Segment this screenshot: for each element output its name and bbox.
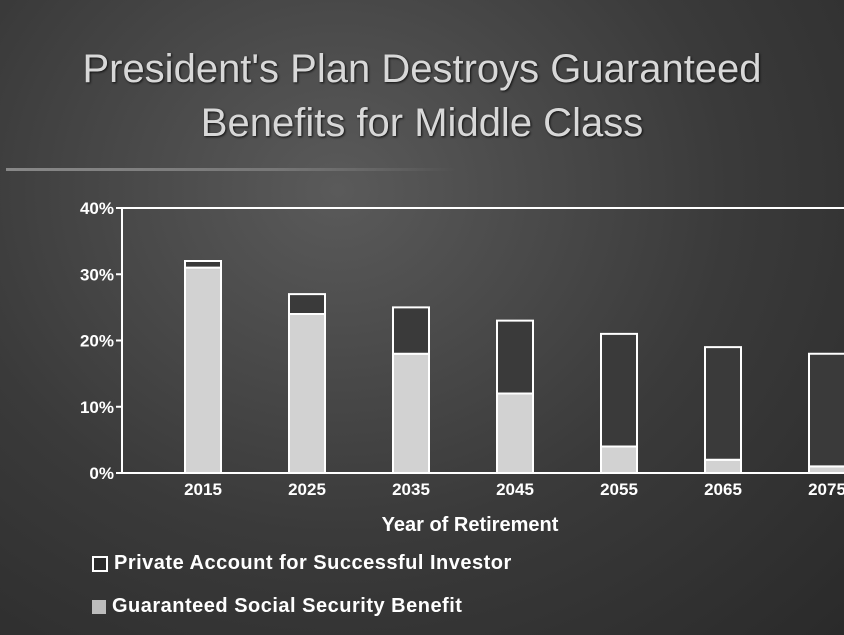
bar-private-account-2045 bbox=[496, 319, 534, 395]
bar-guaranteed-benefit-2045 bbox=[496, 392, 534, 474]
bar-private-account-2015 bbox=[184, 260, 222, 269]
bar-guaranteed-benefit-2015 bbox=[184, 266, 222, 474]
legend-item-private-account: Private Account for Successful Investor bbox=[92, 552, 512, 575]
bar-private-account-2075 bbox=[808, 352, 844, 468]
bar-guaranteed-benefit-2035 bbox=[392, 352, 430, 474]
chart-title: President's Plan Destroys Guaranteed Ben… bbox=[0, 42, 844, 150]
legend-item-guaranteed-benefit: Guaranteed Social Security Benefit bbox=[92, 595, 462, 618]
x-axis-label: Year of Retirement bbox=[381, 514, 559, 536]
bar-private-account-2025 bbox=[288, 293, 326, 315]
legend-label-private-account: Private Account for Successful Investor bbox=[114, 552, 512, 574]
bar-private-account-2065 bbox=[704, 346, 742, 461]
bar-guaranteed-benefit-2025 bbox=[288, 313, 326, 474]
x-tick-label-2045: 2045 bbox=[496, 480, 534, 499]
y-tick-label: 10% bbox=[80, 398, 114, 417]
chart-title-line2: Benefits for Middle Class bbox=[200, 101, 644, 145]
bar-guaranteed-benefit-2055 bbox=[600, 445, 638, 474]
legend-swatch-private-account bbox=[92, 555, 108, 572]
x-tick-label-2035: 2035 bbox=[392, 480, 430, 499]
x-tick-label-2025: 2025 bbox=[288, 480, 326, 499]
legend-label-guaranteed-benefit: Guaranteed Social Security Benefit bbox=[112, 595, 463, 617]
x-tick-labels: 2015 2025 2035 2045 2055 2065 2075 bbox=[184, 480, 844, 499]
y-tick-label: 40% bbox=[80, 199, 114, 218]
bar-guaranteed-benefit-2065 bbox=[704, 458, 742, 474]
x-tick-label-2055: 2055 bbox=[600, 480, 638, 499]
bars-group bbox=[184, 260, 844, 474]
y-tick-label: 20% bbox=[80, 332, 114, 351]
y-tick-label: 30% bbox=[80, 265, 114, 284]
bar-private-account-2035 bbox=[392, 306, 430, 355]
title-divider bbox=[6, 168, 456, 171]
chart-title-line1: President's Plan Destroys Guaranteed bbox=[82, 47, 762, 91]
x-tick-label-2015: 2015 bbox=[184, 480, 222, 499]
y-tick-label: 0% bbox=[89, 464, 114, 483]
x-tick-label-2075: 2075 bbox=[808, 480, 844, 499]
bar-private-account-2055 bbox=[600, 332, 638, 448]
legend-swatch-guaranteed-benefit bbox=[92, 599, 106, 614]
x-tick-label-2065: 2065 bbox=[704, 480, 742, 499]
y-tick-labels: 0% 10% 20% 30% 40% bbox=[80, 199, 114, 483]
